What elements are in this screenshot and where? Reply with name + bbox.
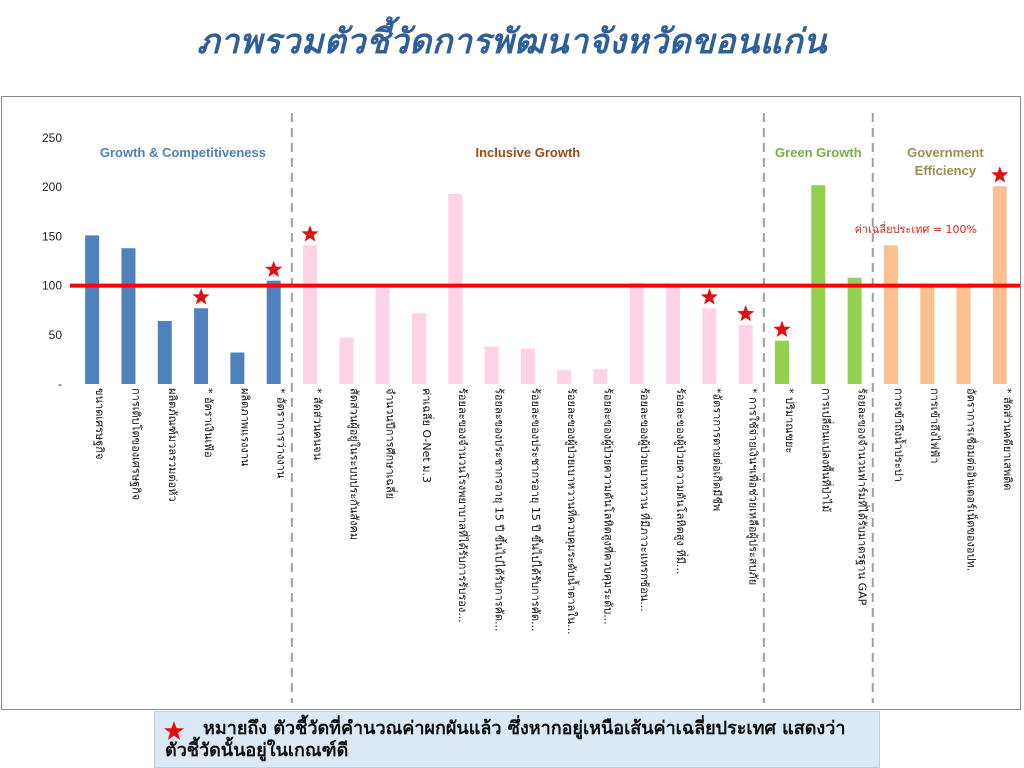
bar [520,348,535,384]
bar [702,308,717,384]
category-label: จำนวนปีการศึกษาเฉลี่ย [384,388,399,499]
group-label: Growth & Competitiveness [100,145,266,160]
bar [303,245,317,384]
star-icon [737,305,755,322]
y-tick-label: 50 [49,328,63,342]
star-icon [301,225,319,242]
footnote-text: หมายถึง ตัวชี้วัดที่คำนวณค่าผกผันแล้ว ซึ… [165,718,846,761]
y-tick-label: - [58,377,62,391]
category-label: * ปริมาณขยะ [783,388,796,453]
bar [666,284,681,384]
category-label: ร้อยละของประชากรอายุ 15 ปี ขึ้นไปได้รับก… [493,388,508,632]
category-label: ผลิตภัณฑ์มวลรวมต่อหัว [166,388,179,502]
category-label: * อัตราเงินเฟ้อ [202,388,215,458]
bar [375,288,390,384]
bar [411,313,426,384]
group-label: Inclusive Growth [475,145,580,160]
category-label: การเข้าถึงน้ำประปา [892,388,907,482]
chart-frame: - 50 100 150 200 250 Growth & Competitiveness I… [1,96,1021,710]
bar [121,248,136,384]
bar [157,321,172,384]
category-label: อัตราการเชื่อมต่ออินเตอร์เน็ตของอปท. [965,388,980,571]
category-label: ร้อยละของผู้ป่วยความดันโลหิตสูง ที่มี... [674,388,689,574]
star-icon [991,166,1009,183]
category-label: * การใช้จ่ายเงินฯเพื่อช่วยเหลือผู้ประสบภ… [747,388,762,585]
star-icon [265,260,283,277]
star-icon [773,320,791,337]
category-label: การเติบโตของเศรษฐกิจ [129,388,143,500]
star-icon [164,721,184,740]
bar [230,352,245,384]
y-tick-label: 100 [42,279,62,293]
bar [629,282,644,384]
bar [593,369,608,384]
category-label: ร้อยละของผู้ป่วยเบาหวานที่ควบคุมระดับน้ำ… [565,388,580,635]
page-title: ภาพรวมตัวชี้วัดการพัฒนาจังหวัดขอนแก่น [197,22,827,62]
category-label: ค่าเฉลี่ย O-Net ม.3 [420,388,435,483]
y-tick-label: 150 [42,229,62,243]
bar-chart: - 50 100 150 200 250 Growth & Competitiveness I… [42,113,1020,703]
bar [194,308,209,384]
category-label: * สัดส่วนคดียาเสพติด [1001,388,1014,490]
bar [775,340,789,384]
category-label: การเข้าถึงไฟฟ้า [928,388,941,464]
category-label: * อัตราการว่างงาน [275,388,288,479]
y-tick-label: 250 [42,131,62,145]
category-label: *อัตราการตายต่อเกิดมีชีพ [710,388,723,511]
bar [448,194,463,384]
category-label: สัดส่วนผู้อยู่ในระบบประกันสังคม [347,388,360,540]
star-icon [700,288,718,305]
bar [266,280,281,384]
bar [883,245,898,384]
group-label: Green Growth [775,145,862,160]
category-label: * สัดส่วนคนจน [311,388,324,461]
category-label: ร้อยละของประชากรอายุ 15 ปี ขึ้นไปได้รับก… [529,388,544,632]
group-label: Efficiency [915,163,977,178]
bar [484,346,499,384]
category-label: ร้อยละของผู้ป่วยเบาหวาน ที่มีภาวะแทรกซ้อ… [638,388,653,612]
category-label: ผลิตภาพแรงงาน [238,388,251,467]
star-icon [192,288,210,305]
bar [85,235,100,384]
category-label: ขนาดเศรษฐกิจ [93,388,106,459]
category-label: ร้อยละของจำนวนโรงพยาบาลที่ได้รับการรับรอ… [456,388,471,623]
bar [557,370,572,384]
bar [920,285,935,384]
bar [738,324,753,384]
category-label: ร้อยละของจำนวนฟาร์มที่ได้รับมาตรฐาน GAP [856,388,871,606]
group-label: Government [907,145,984,160]
bar [847,277,862,384]
category-label: การเปลี่ยนแปลงพื้นที่ป่าไม้ [819,388,834,512]
bar [339,337,354,384]
footnote-box: หมายถึง ตัวชี้วัดที่คำนวณค่าผกผันแล้ว ซึ… [154,711,880,768]
reference-line-label: ค่าเฉลี่ยประเทศ = 100% [855,221,977,236]
category-label: ร้อยละของผู้ป่วยความดันโลหิตสูงที่ควบคุม… [601,388,616,625]
y-tick-label: 200 [42,180,62,194]
bar [956,285,971,384]
